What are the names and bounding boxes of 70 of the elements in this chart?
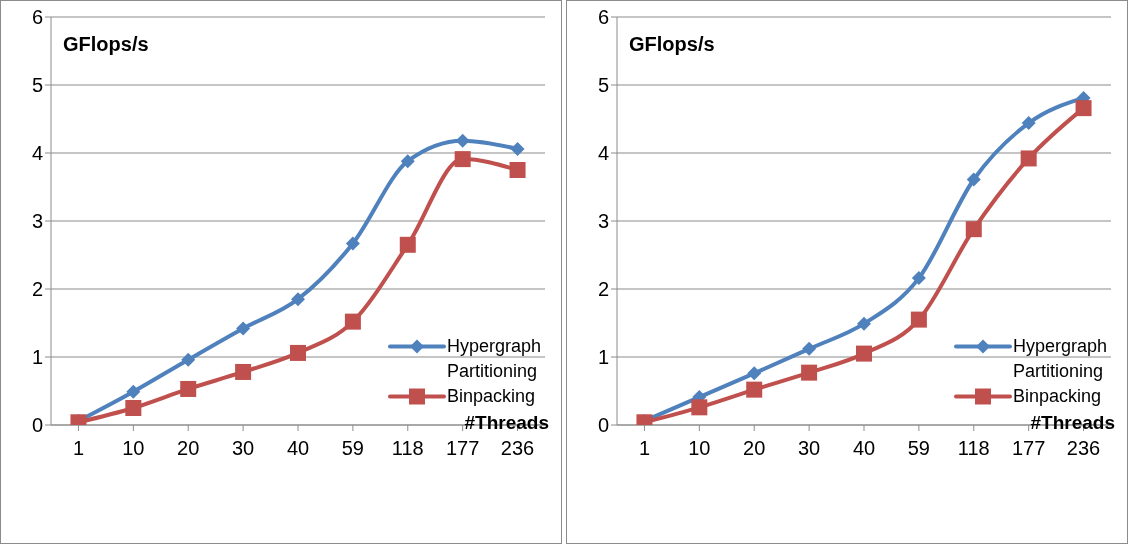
point — [1020, 150, 1037, 167]
y-tick-label: 0 — [597, 414, 609, 437]
point — [290, 344, 306, 361]
x-tick-label: 177 — [445, 437, 480, 460]
y-tick-label: 4 — [597, 142, 609, 165]
x-tick-label: 10 — [688, 437, 711, 460]
point — [180, 380, 197, 397]
point — [455, 133, 470, 148]
legend-label: Hypergraph Partitioning — [447, 335, 543, 383]
x-tick-label: 20 — [743, 437, 766, 460]
y-tick-label: 3 — [31, 210, 43, 233]
y-tick-label: 3 — [597, 210, 609, 233]
point — [181, 352, 196, 367]
point — [399, 236, 416, 253]
y-axis-title: GFlops/s — [629, 33, 715, 56]
point — [510, 141, 525, 156]
x-tick-label: 177 — [1011, 437, 1046, 460]
y-tick-label: 5 — [597, 74, 609, 97]
y-tick-label: 2 — [597, 278, 609, 301]
y-tick-label: 2 — [31, 278, 43, 301]
y-axis-title: GFlops/s — [63, 33, 149, 56]
y-tick-label: 6 — [597, 6, 609, 29]
x-tick-label: 236 — [1066, 437, 1101, 460]
point — [857, 316, 871, 331]
point — [400, 154, 415, 169]
point — [235, 363, 252, 380]
point — [1075, 100, 1092, 117]
point — [911, 271, 926, 286]
y-tick-label: 1 — [597, 346, 609, 369]
legend-label: Binpacking — [447, 385, 537, 408]
x-axis-title: #Threads — [464, 412, 549, 434]
point — [691, 399, 708, 416]
y-tick-label: 6 — [31, 6, 43, 29]
point — [801, 364, 818, 381]
point — [509, 162, 526, 178]
legend-label: Hypergraph Partitioning — [1013, 335, 1109, 383]
point — [291, 292, 305, 307]
x-tick-label: 1 — [638, 437, 651, 460]
point — [236, 321, 251, 336]
point — [126, 384, 141, 399]
y-tick-label: 1 — [31, 346, 43, 369]
point — [454, 151, 471, 168]
x-axis-title: #Threads — [1030, 412, 1115, 434]
x-tick-label: 30 — [231, 437, 255, 460]
x-tick-label: 40 — [286, 437, 310, 460]
point — [345, 236, 360, 251]
x-tick-label: 236 — [500, 437, 535, 460]
x-tick-label: 59 — [341, 437, 365, 460]
x-tick-label: 10 — [122, 437, 145, 460]
x-tick-label: 1 — [72, 437, 85, 460]
point — [965, 221, 982, 238]
point — [910, 311, 927, 328]
y-tick-label: 4 — [31, 142, 43, 165]
point — [746, 381, 763, 398]
x-tick-label: 59 — [907, 437, 931, 460]
point — [802, 341, 817, 356]
point — [344, 313, 361, 330]
legend-label: Binpacking — [1013, 385, 1103, 408]
point — [125, 400, 142, 416]
point — [747, 366, 762, 381]
x-tick-label: 40 — [852, 437, 876, 460]
y-tick-label: 0 — [31, 414, 43, 437]
x-tick-label: 30 — [797, 437, 821, 460]
point — [966, 172, 981, 187]
x-tick-label: 118 — [391, 437, 424, 460]
x-tick-label: 118 — [957, 437, 990, 460]
point — [1021, 116, 1036, 131]
point — [856, 345, 872, 362]
y-tick-label: 5 — [31, 74, 43, 97]
x-tick-label: 20 — [177, 437, 200, 460]
